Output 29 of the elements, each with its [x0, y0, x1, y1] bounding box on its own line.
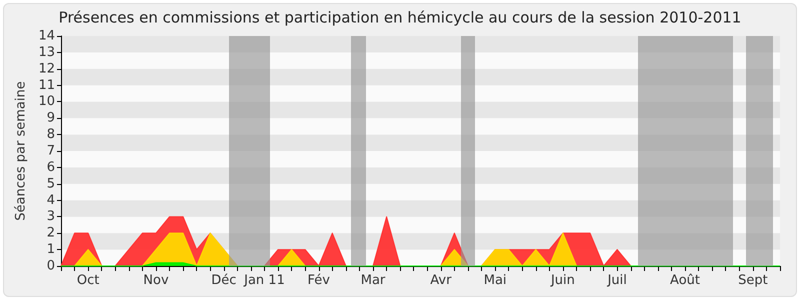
y-tick-label: 4: [46, 192, 55, 208]
x-tick-label: Juil: [606, 273, 627, 288]
x-tick-label: Nov: [143, 273, 169, 288]
x-tick-label: Oct: [76, 273, 100, 288]
y-tick-label: 7: [46, 144, 55, 158]
y-tick-label: 13: [38, 44, 55, 60]
x-tick-label: Déc: [211, 273, 236, 288]
y-tick-label: 6: [46, 160, 55, 175]
x-tick-label: Fév: [308, 273, 330, 288]
x-tick-label: Mai: [484, 273, 507, 288]
y-tick-label: 0: [46, 258, 55, 274]
x-tick-label: Août: [670, 273, 700, 288]
x-tick-label: Juin: [550, 273, 575, 288]
y-tick-label: 8: [46, 127, 55, 142]
y-tick-label: 10: [38, 94, 55, 110]
y-tick-label: 9: [46, 110, 55, 126]
y-tick-label: 1: [46, 242, 55, 258]
y-tick-label: 3: [46, 209, 55, 224]
y-tick-label: 5: [46, 176, 55, 192]
y-tick-label: 12: [38, 61, 55, 76]
x-tick-label: Jan 11: [243, 273, 285, 288]
x-tick-label: Mar: [360, 273, 386, 288]
y-tick-label: 2: [46, 226, 55, 241]
y-axis-title: Séances par semaine: [14, 81, 29, 221]
x-tick-label: Sept: [738, 273, 768, 288]
y-tick-label: 11: [38, 78, 55, 93]
x-tick-label: Avr: [430, 273, 452, 288]
y-tick-label: 14: [38, 28, 55, 44]
chart-title: Présences en commissions et participation en hémicycle au cours de la session 2010-2011: [58, 8, 742, 26]
